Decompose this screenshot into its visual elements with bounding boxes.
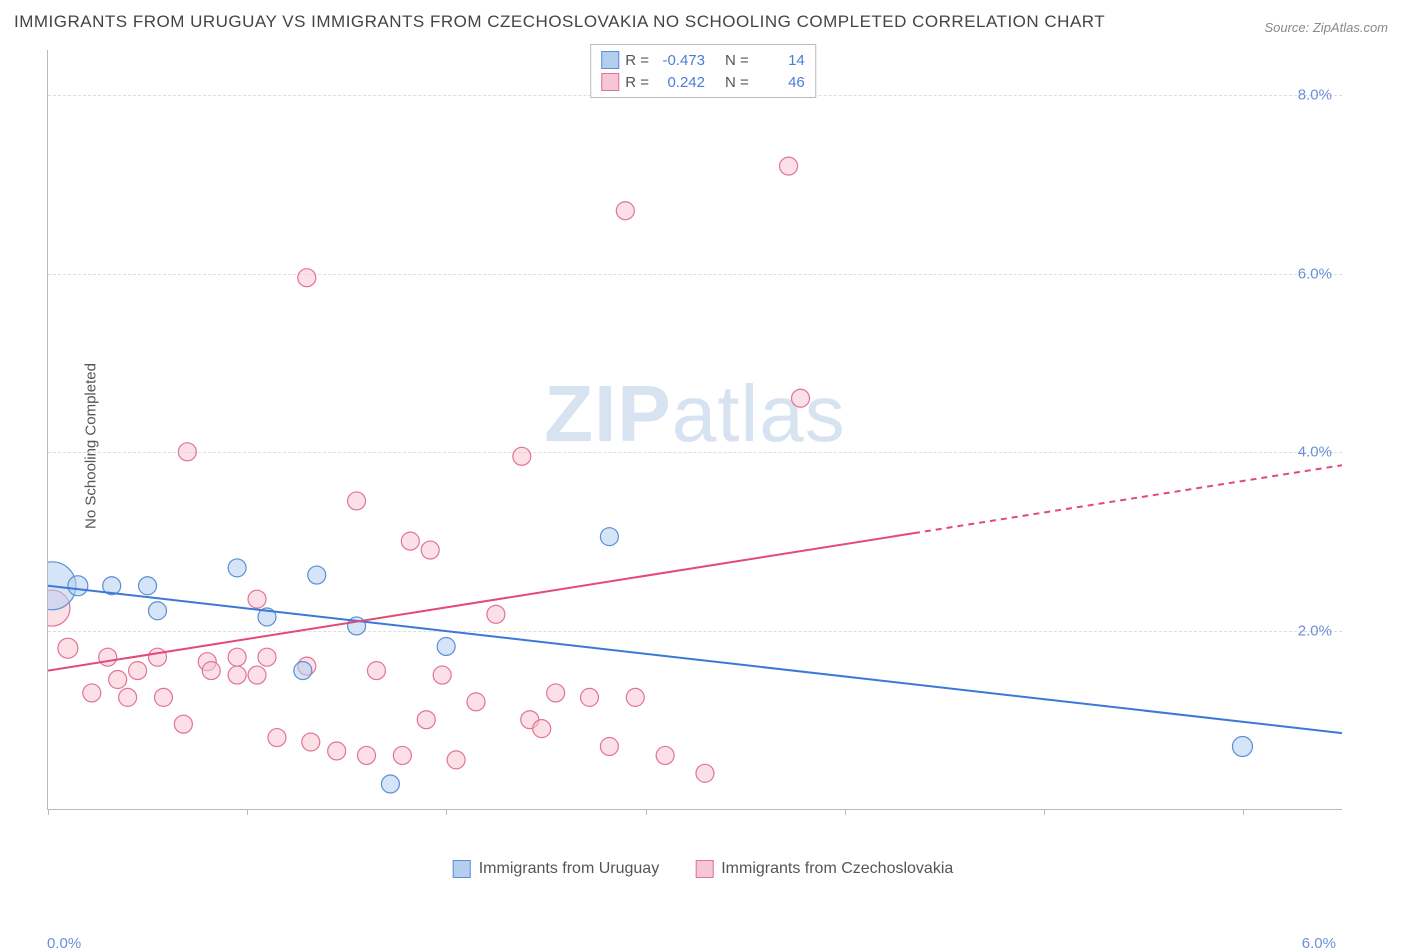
point-uruguay [148, 602, 166, 620]
correlation-legend: R = -0.473 N = 14 R = 0.242 N = 46 [590, 44, 816, 98]
plot-svg [48, 50, 1342, 809]
point-uruguay [437, 637, 455, 655]
point-czech [83, 684, 101, 702]
plot-area: ZIPatlas 2.0%4.0%6.0%8.0% [47, 50, 1342, 810]
point-czech [467, 693, 485, 711]
trendline-czech-dashed [914, 465, 1342, 533]
point-czech [417, 711, 435, 729]
x-tick-label-min: 0.0% [47, 935, 81, 952]
point-czech [258, 648, 276, 666]
x-tick [446, 809, 447, 815]
x-tick-label-max: 6.0% [1302, 935, 1336, 952]
point-czech [367, 662, 385, 680]
trendline-czech-solid [48, 533, 914, 670]
point-czech [780, 157, 798, 175]
n-label: N = [725, 52, 749, 69]
point-uruguay [600, 528, 618, 546]
point-czech [792, 389, 810, 407]
legend-item-uruguay: Immigrants from Uruguay [453, 860, 660, 878]
point-czech [99, 648, 117, 666]
correlation-row-uruguay: R = -0.473 N = 14 [601, 49, 805, 71]
point-czech [302, 733, 320, 751]
point-czech [58, 638, 78, 658]
n-label: N = [725, 74, 749, 91]
correlation-row-czech: R = 0.242 N = 46 [601, 71, 805, 93]
legend-label-uruguay: Immigrants from Uruguay [479, 860, 660, 878]
point-czech [268, 729, 286, 747]
legend-label-czech: Immigrants from Czechoslovakia [721, 860, 953, 878]
point-czech [119, 688, 137, 706]
point-czech [580, 688, 598, 706]
r-label: R = [625, 74, 649, 91]
x-tick [845, 809, 846, 815]
swatch-uruguay [453, 860, 471, 878]
x-tick [48, 809, 49, 815]
swatch-uruguay [601, 51, 619, 69]
point-czech [547, 684, 565, 702]
point-czech [228, 648, 246, 666]
point-czech [228, 666, 246, 684]
point-czech [401, 532, 419, 550]
point-uruguay [1232, 737, 1252, 757]
x-tick [1044, 809, 1045, 815]
point-czech [533, 720, 551, 738]
swatch-czech [695, 860, 713, 878]
point-uruguay [381, 775, 399, 793]
r-value-czech: 0.242 [655, 74, 705, 91]
point-czech [616, 202, 634, 220]
point-czech [626, 688, 644, 706]
point-czech [148, 648, 166, 666]
point-czech [393, 746, 411, 764]
point-czech [421, 541, 439, 559]
x-tick [646, 809, 647, 815]
legend-item-czech: Immigrants from Czechoslovakia [695, 860, 953, 878]
point-czech [358, 746, 376, 764]
point-czech [348, 492, 366, 510]
point-uruguay [68, 576, 88, 596]
point-czech [154, 688, 172, 706]
r-label: R = [625, 52, 649, 69]
point-czech [174, 715, 192, 733]
point-czech [433, 666, 451, 684]
r-value-uruguay: -0.473 [655, 52, 705, 69]
swatch-czech [601, 73, 619, 91]
point-uruguay [294, 662, 312, 680]
point-czech [202, 662, 220, 680]
series-legend: Immigrants from Uruguay Immigrants from … [453, 860, 954, 878]
n-value-uruguay: 14 [755, 52, 805, 69]
point-czech [656, 746, 674, 764]
point-czech [513, 447, 531, 465]
n-value-czech: 46 [755, 74, 805, 91]
source-attribution: Source: ZipAtlas.com [1264, 20, 1388, 35]
point-czech [600, 738, 618, 756]
point-czech [298, 269, 316, 287]
x-tick [247, 809, 248, 815]
x-tick [1243, 809, 1244, 815]
chart-title: IMMIGRANTS FROM URUGUAY VS IMMIGRANTS FR… [14, 12, 1105, 32]
point-uruguay [139, 577, 157, 595]
point-czech [129, 662, 147, 680]
point-czech [248, 590, 266, 608]
point-czech [447, 751, 465, 769]
point-czech [487, 605, 505, 623]
point-uruguay [308, 566, 326, 584]
point-czech [696, 764, 714, 782]
point-czech [248, 666, 266, 684]
point-czech [109, 671, 127, 689]
point-uruguay [228, 559, 246, 577]
point-czech [178, 443, 196, 461]
point-czech [328, 742, 346, 760]
